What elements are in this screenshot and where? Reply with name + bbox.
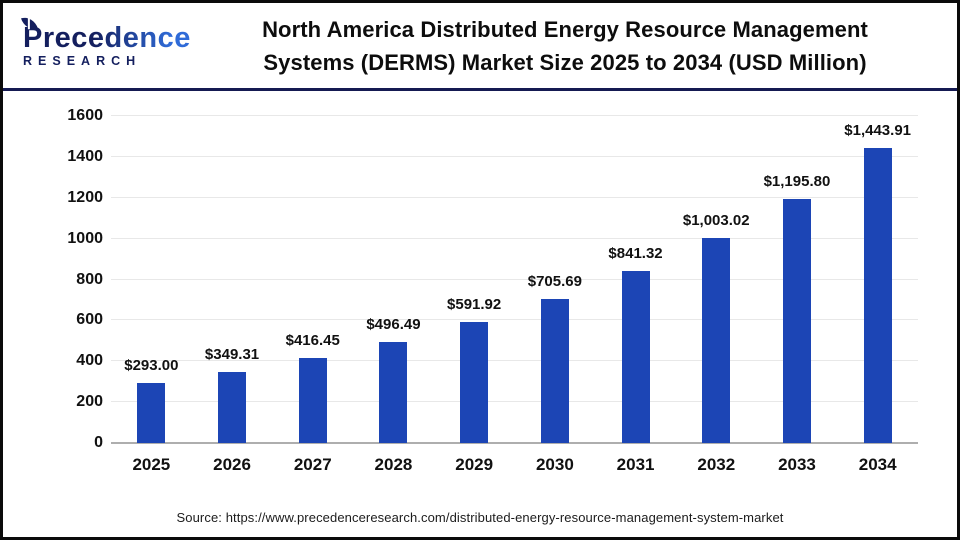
precedence-research-logo: Precedence RESEARCH: [3, 14, 218, 68]
bar-value-label-2033: $1,195.80: [763, 172, 831, 190]
logo-name: Precedence: [23, 21, 191, 54]
bar-value-label-2026: $349.31: [204, 345, 260, 363]
footer: Source: https://www.precedenceresearch.c…: [3, 510, 957, 525]
y-tick-label-200: 200: [76, 393, 103, 411]
x-tick-label-2026: 2026: [213, 455, 251, 474]
x-tick-label-2032: 2032: [697, 455, 736, 474]
gridline-200: [111, 401, 918, 403]
gridline-1600: [111, 115, 918, 116]
x-tick-label-2030: 2030: [535, 455, 574, 474]
gridline-400: [111, 360, 918, 362]
logo-wordmark: Precedence: [21, 14, 191, 54]
bar-value-label-2034: $1,443.91: [844, 121, 912, 139]
plot-area: $293.00 $349.31 $416.45 $496.49 $591.92 $705.…: [111, 115, 918, 444]
bar-2026: [218, 371, 247, 443]
bar-value-label-2030: $705.69: [527, 272, 582, 290]
header-divider: [3, 88, 957, 91]
x-tick-label-2029: 2029: [455, 455, 494, 474]
bar-2027: [298, 357, 327, 443]
logo-subtitle: RESEARCH: [23, 54, 218, 68]
bar-value-label-2027: $416.45: [285, 331, 340, 349]
gridline-800: [111, 278, 918, 280]
y-tick-label-1600: 1600: [67, 107, 103, 124]
bar-2030: [540, 298, 569, 443]
header: Precedence RESEARCH North America Distri…: [3, 3, 957, 88]
bar-slot-2028: $496.49: [353, 116, 434, 443]
x-tick-label-2034: 2034: [858, 455, 897, 474]
source-text: Source: https://www.precedenceresearch.c…: [176, 510, 784, 525]
bar-2028: [379, 341, 408, 443]
bar-value-label-2032: $1,003.02: [682, 212, 750, 230]
bar-value-label-2025: $293.00: [124, 357, 179, 375]
title-line-2: Systems (DERMS) Market Size 2025 to 2034…: [263, 49, 867, 75]
bar-slot-2026: $349.31: [192, 116, 273, 443]
y-tick-label-1200: 1200: [67, 188, 103, 206]
bar-2029: [460, 322, 489, 443]
bar-2032: [702, 238, 731, 443]
gridline-1200: [111, 196, 918, 198]
bar-slot-2033: $1,195.80: [757, 116, 838, 443]
bar-slot-2025: $293.00: [111, 116, 192, 443]
bar-value-label-2028: $496.49: [366, 315, 421, 333]
x-tick-label-2027: 2027: [293, 455, 332, 474]
bar-slot-2030: $705.69: [515, 116, 596, 443]
bar-2031: [621, 271, 650, 443]
x-tick-label-2033: 2033: [778, 455, 816, 474]
bar-2033: [782, 198, 811, 443]
bar-value-label-2031: $841.32: [608, 245, 663, 263]
y-tick-label-400: 400: [76, 352, 103, 370]
gridline-1000: [111, 237, 918, 239]
x-axis-line: [111, 442, 918, 444]
title-line-1: North America Distributed Energy Resourc…: [262, 16, 868, 42]
y-tick-label-1400: 1400: [67, 147, 103, 165]
bar-slot-2032: $1,003.02: [676, 116, 757, 443]
chart-title: North America Distributed Energy Resourc…: [218, 13, 957, 79]
bar-slot-2034: $1,443.91: [837, 116, 918, 443]
x-tick-label-2025: 2025: [132, 455, 171, 474]
bar-slot-2031: $841.32: [595, 116, 676, 443]
gridline-1400: [111, 155, 918, 157]
y-tick-label-600: 600: [76, 311, 103, 329]
x-tick-label-2031: 2031: [616, 455, 655, 474]
bar-slot-2027: $416.45: [272, 116, 353, 443]
y-tick-label-1000: 1000: [67, 229, 103, 247]
y-axis: 0 200 400 600 800 1000 1200 1400 1600: [31, 107, 103, 451]
bar-value-label-2029: $591.92: [447, 296, 502, 314]
bar-2034: [863, 147, 892, 443]
y-tick-label-800: 800: [76, 270, 103, 288]
bar-slot-2029: $591.92: [434, 116, 515, 443]
bar-2025: [137, 383, 166, 443]
y-tick-label-0: 0: [94, 434, 103, 451]
x-axis: 2025 2026 2027 2028 2029 2030 2031 2032 2033 2034: [111, 455, 918, 475]
x-tick-label-2028: 2028: [374, 455, 413, 474]
gridline-600: [111, 319, 918, 321]
